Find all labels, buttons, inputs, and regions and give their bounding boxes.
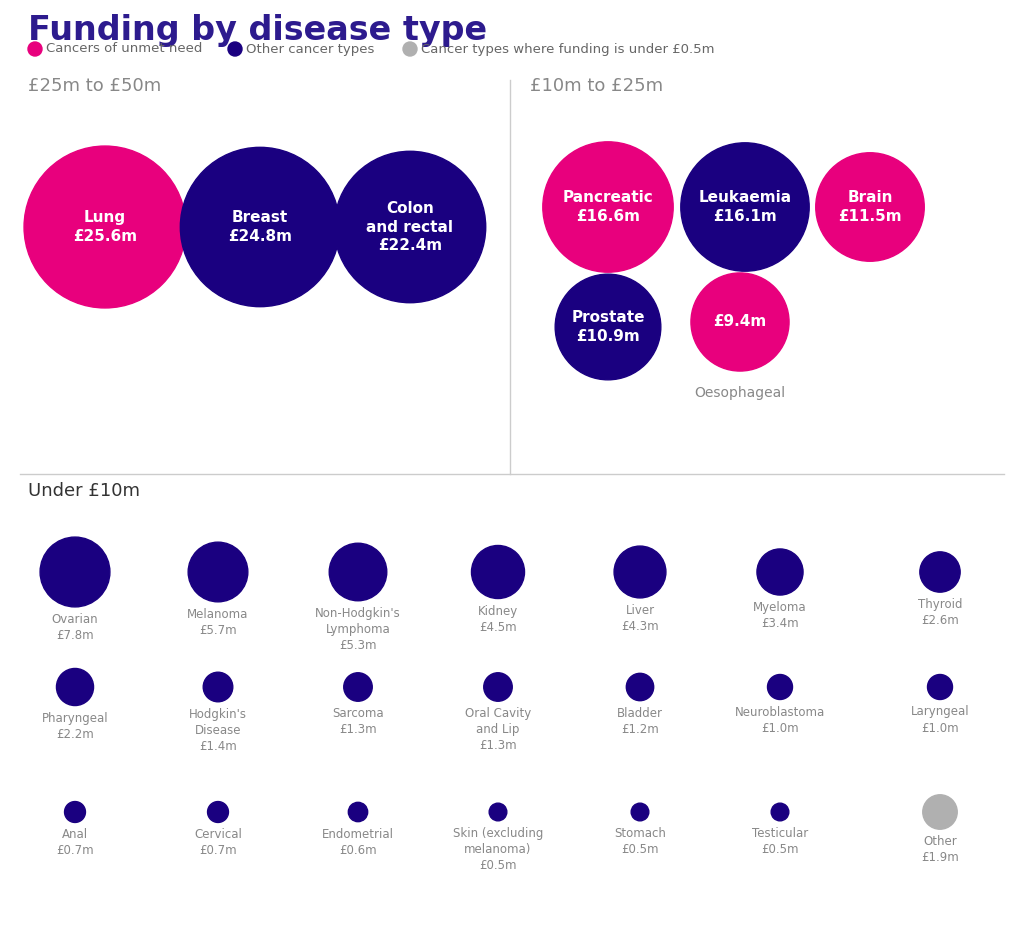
Text: Testicular
£0.5m: Testicular £0.5m (752, 827, 808, 856)
Text: Endometrial
£0.6m: Endometrial £0.6m (322, 828, 394, 856)
Circle shape (483, 673, 512, 701)
Circle shape (631, 804, 649, 820)
Circle shape (920, 552, 961, 593)
Text: Hodgkin's
Disease
£1.4m: Hodgkin's Disease £1.4m (189, 707, 247, 753)
Circle shape (923, 795, 957, 829)
Text: Melanoma
£5.7m: Melanoma £5.7m (187, 608, 249, 637)
Circle shape (681, 143, 809, 271)
Text: Under £10m: Under £10m (28, 482, 140, 500)
Circle shape (180, 147, 340, 307)
Circle shape (330, 544, 387, 601)
Text: Funding by disease type: Funding by disease type (28, 14, 487, 47)
Text: Oesophageal: Oesophageal (694, 386, 785, 400)
Text: Myeloma
£3.4m: Myeloma £3.4m (754, 601, 807, 630)
Circle shape (28, 42, 42, 56)
Text: Stomach
£0.5m: Stomach £0.5m (614, 827, 666, 856)
Circle shape (403, 42, 417, 56)
Circle shape (555, 274, 660, 380)
Circle shape (614, 546, 666, 598)
Text: Liver
£4.3m: Liver £4.3m (622, 604, 658, 633)
Text: Cervical
£0.7m: Cervical £0.7m (195, 828, 242, 857)
Circle shape (771, 804, 788, 820)
Circle shape (188, 543, 248, 602)
Circle shape (471, 545, 524, 598)
Circle shape (228, 42, 242, 56)
Text: £10m to £25m: £10m to £25m (530, 77, 664, 95)
Text: Cancer types where funding is under £0.5m: Cancer types where funding is under £0.5… (421, 42, 715, 56)
Circle shape (757, 549, 803, 595)
Text: Pancreatic
£16.6m: Pancreatic £16.6m (562, 190, 653, 224)
Text: Sarcoma
£1.3m: Sarcoma £1.3m (332, 707, 384, 737)
Text: Lung
£25.6m: Lung £25.6m (73, 210, 137, 244)
Text: Other cancer types: Other cancer types (246, 42, 375, 56)
Circle shape (348, 803, 368, 821)
Text: Skin (excluding
melanoma)
£0.5m: Skin (excluding melanoma) £0.5m (453, 827, 543, 872)
Text: Leukaemia
£16.1m: Leukaemia £16.1m (698, 190, 792, 224)
Text: Neuroblastoma
£1.0m: Neuroblastoma £1.0m (735, 706, 825, 735)
Text: £25m to £50m: £25m to £50m (28, 77, 161, 95)
Text: Oral Cavity
and Lip
£1.3m: Oral Cavity and Lip £1.3m (465, 707, 531, 753)
Text: Cancers of unmet need: Cancers of unmet need (46, 42, 203, 56)
Circle shape (816, 153, 925, 261)
Text: Bladder
£1.2m: Bladder £1.2m (617, 706, 663, 736)
Circle shape (928, 674, 952, 700)
Circle shape (203, 673, 232, 702)
Circle shape (56, 669, 93, 706)
Text: Colon
and rectal
£22.4m: Colon and rectal £22.4m (367, 201, 454, 253)
Circle shape (768, 674, 793, 700)
Text: Thyroid
£2.6m: Thyroid £2.6m (918, 598, 963, 627)
Circle shape (691, 273, 790, 371)
Text: Pharyngeal
£2.2m: Pharyngeal £2.2m (42, 711, 109, 740)
Circle shape (24, 146, 186, 308)
Circle shape (489, 804, 507, 820)
Text: Ovarian
£7.8m: Ovarian £7.8m (51, 613, 98, 642)
Circle shape (344, 673, 373, 701)
Text: Kidney
£4.5m: Kidney £4.5m (478, 605, 518, 634)
Text: Breast
£24.8m: Breast £24.8m (228, 210, 292, 244)
Text: Laryngeal
£1.0m: Laryngeal £1.0m (910, 706, 970, 735)
Circle shape (334, 152, 485, 302)
Circle shape (40, 537, 110, 607)
Text: £9.4m: £9.4m (714, 315, 767, 330)
Text: Prostate
£10.9m: Prostate £10.9m (571, 310, 645, 344)
Text: Brain
£11.5m: Brain £11.5m (839, 190, 902, 224)
Circle shape (627, 674, 653, 701)
Text: Other
£1.9m: Other £1.9m (922, 836, 958, 864)
Text: Anal
£0.7m: Anal £0.7m (56, 828, 94, 857)
Circle shape (65, 802, 85, 822)
Circle shape (543, 142, 673, 272)
Circle shape (208, 802, 228, 822)
Text: Non-Hodgkin's
Lymphoma
£5.3m: Non-Hodgkin's Lymphoma £5.3m (315, 607, 400, 652)
